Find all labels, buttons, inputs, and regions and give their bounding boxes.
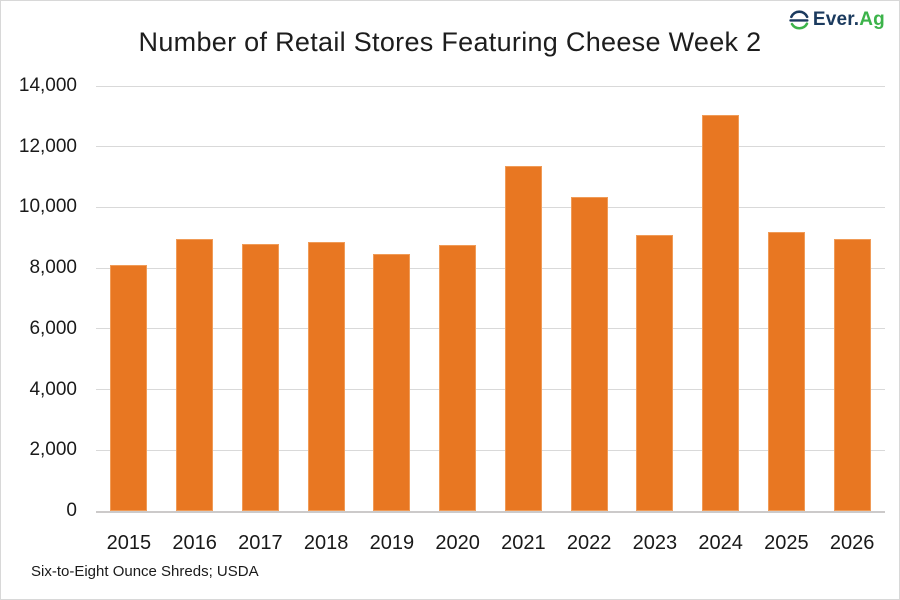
x-axis-tick-label-2018: 2018: [303, 532, 349, 554]
gridline-6000: [96, 328, 885, 330]
x-axis-tick-label-2021: 2021: [501, 532, 546, 554]
x-axis-tick-label-2019: 2019: [369, 532, 415, 554]
x-axis-tick-label-2025: 2025: [764, 532, 809, 554]
y-axis-tick-label: 4,000: [29, 378, 77, 400]
bar-2016: [176, 239, 214, 511]
source-note: Six-to-Eight Ounce Shreds; USDA: [31, 563, 259, 580]
y-axis-tick-label: 0: [66, 500, 77, 521]
y-axis-tick-label: 10,000: [18, 196, 77, 218]
gridline-8000: [96, 267, 885, 269]
bar-2015: [110, 265, 148, 511]
y-axis-tick-label: 2,000: [29, 439, 77, 461]
gridline-4000: [96, 389, 885, 391]
x-axis-tick-label-2020: 2020: [435, 532, 480, 554]
x-axis-tick-label-2022: 2022: [566, 532, 612, 554]
y-axis-tick-label: 14,000: [18, 75, 77, 96]
gridline-12000: [96, 146, 885, 148]
bar-2026: [833, 239, 871, 511]
gridline-10000: [96, 206, 885, 208]
x-axis-tick-label-2023: 2023: [632, 532, 678, 554]
logo-brand-primary: Ever.: [812, 9, 860, 30]
chart-title: Number of Retail Stores Featuring Cheese…: [138, 27, 762, 57]
y-axis-tick-label: 12,000: [18, 135, 77, 157]
bar-2019: [373, 254, 411, 511]
bar-2023: [636, 234, 674, 511]
gridline-14000: [96, 85, 885, 87]
gridline-0: [96, 511, 885, 513]
bar-2017: [241, 243, 279, 511]
x-axis-tick-label-2015: 2015: [106, 532, 152, 554]
x-axis-tick-label-2016: 2016: [172, 532, 217, 554]
x-axis-tick-label-2017: 2017: [238, 532, 283, 554]
bar-2022: [570, 196, 608, 511]
gridline-2000: [96, 449, 885, 451]
y-axis-tick-label: 8,000: [29, 257, 77, 279]
logo-brand-secondary: Ag: [859, 9, 885, 30]
x-axis-tick-label-2024: 2024: [698, 532, 743, 554]
y-axis-tick-label: 6,000: [29, 317, 77, 339]
bar-2018: [307, 242, 345, 511]
ever-ag-logo: Ever. Ag: [788, 9, 885, 31]
bar-2021: [504, 166, 542, 511]
bar-2024: [702, 114, 740, 511]
x-axis-tick-label-2026: 2026: [829, 532, 875, 554]
bar-2025: [767, 231, 805, 511]
bar-2020: [439, 245, 477, 511]
ever-ag-e-icon: [788, 9, 810, 31]
